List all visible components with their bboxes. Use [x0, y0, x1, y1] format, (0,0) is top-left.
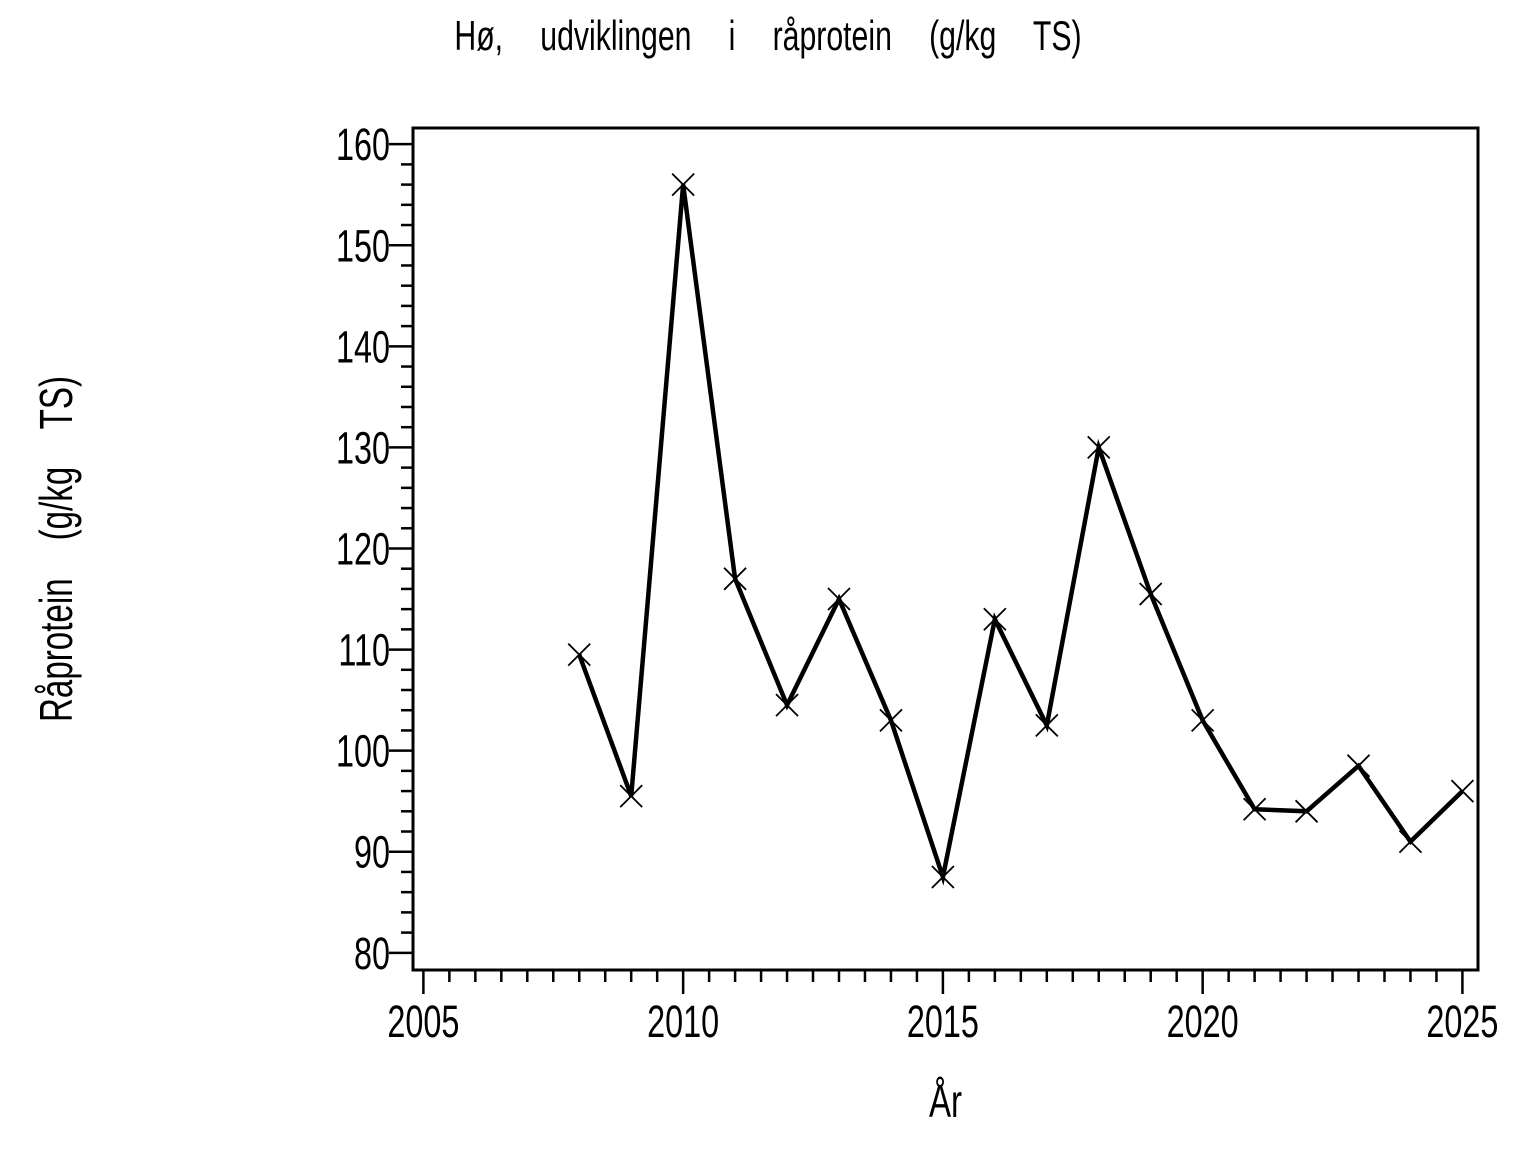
plot-frame: [411, 126, 1480, 972]
data-point-marker: [1242, 797, 1267, 821]
y-tick-label: 110: [338, 627, 390, 676]
y-tick-label: 90: [354, 829, 390, 878]
data-point-marker: [671, 172, 695, 197]
x-tick-label: 2025: [1426, 998, 1498, 1047]
y-tick-label: 80: [354, 930, 390, 979]
data-line: [577, 184, 1464, 886]
data-point-marker: [1035, 713, 1059, 738]
chart-title: Hø, udviklingen i råprotein (g/kg TS): [454, 12, 1081, 59]
y-tick-label: 130: [336, 424, 390, 473]
x-axis-label: År: [929, 1076, 962, 1128]
data-point-marker: [827, 587, 851, 611]
y-tick-label: 100: [336, 728, 390, 777]
data-point-marker: [1294, 799, 1319, 823]
y-tick-label: 140: [336, 323, 390, 372]
x-tick-label: 2015: [907, 998, 979, 1047]
data-point-marker: [931, 865, 955, 889]
data-point-marker: [983, 607, 1007, 631]
x-tick-label: 2010: [647, 998, 719, 1047]
data-point-marker: [1450, 779, 1475, 803]
y-tick-label: 120: [336, 525, 390, 574]
y-tick-label: 160: [336, 121, 390, 170]
y-tick-label: 150: [336, 222, 390, 271]
data-point-marker: [775, 693, 799, 717]
data-point-marker: [1087, 435, 1111, 460]
x-tick-label: 2005: [387, 998, 459, 1047]
data-point-marker: [879, 708, 903, 732]
data-point-marker: [619, 784, 643, 808]
y-axis-label: Råprotein (g/kg TS): [32, 376, 82, 722]
data-point-marker: [567, 642, 591, 667]
data-point-marker: [723, 567, 747, 591]
x-tick-label: 2020: [1167, 998, 1239, 1047]
data-point-marker: [1139, 582, 1163, 606]
data-point-marker: [1346, 754, 1371, 778]
data-point-marker: [1398, 829, 1423, 854]
data-point-marker: [1191, 708, 1215, 732]
